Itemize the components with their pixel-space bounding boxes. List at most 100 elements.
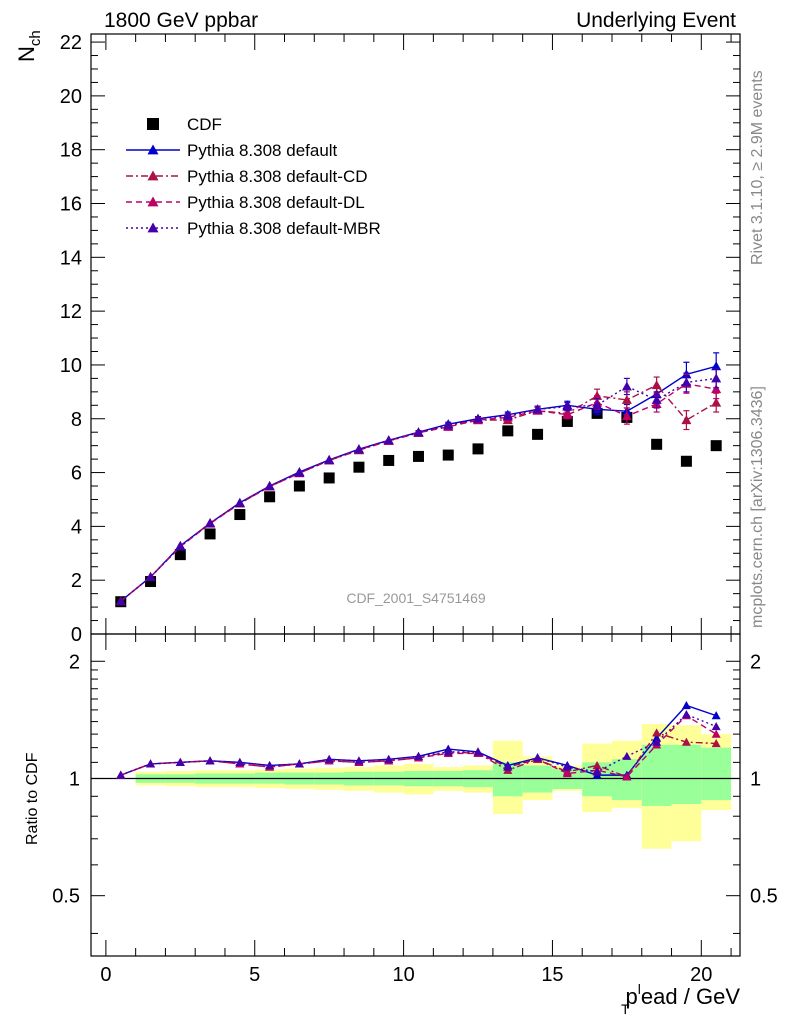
x-tick-label: 5: [249, 964, 260, 986]
x-tick-label: 20: [690, 964, 712, 986]
ratio-marker: [622, 751, 632, 760]
y-tick-label: 14: [60, 247, 82, 269]
y-tick-label: 16: [60, 194, 82, 216]
legend-item: CDF: [147, 115, 222, 134]
y-tick-label: 10: [60, 355, 82, 377]
uncertainty-band-inner: [671, 744, 702, 804]
series-4: [115, 368, 722, 606]
series-marker: [264, 481, 275, 491]
series-marker: [443, 420, 454, 430]
series-marker: [651, 380, 662, 390]
legend-marker: [147, 196, 159, 207]
uncertainty-band-inner: [641, 744, 672, 806]
series-marker: [562, 409, 573, 419]
legend-item: Pythia 8.308 default: [126, 141, 338, 160]
cdf-point: [204, 528, 216, 540]
series-marker: [473, 413, 484, 423]
cdf-point: [710, 440, 722, 452]
ratio-marker: [711, 729, 721, 738]
series-marker: [175, 541, 186, 551]
uncertainty-band-inner: [701, 747, 732, 801]
series-marker: [324, 454, 335, 464]
ratio-y-axis-label: Ratio to CDF: [24, 752, 41, 845]
cdf-point: [174, 549, 186, 561]
header-right-label: Underlying Event: [576, 9, 736, 32]
cdf-point: [353, 461, 365, 473]
y-tick-label: 22: [60, 32, 82, 54]
ratio-marker: [562, 762, 572, 771]
series-marker: [562, 401, 573, 411]
series-marker: [592, 400, 603, 410]
legend-item: Pythia 8.308 default-DL: [126, 193, 365, 212]
series-marker: [294, 467, 305, 477]
cdf-point: [145, 576, 157, 588]
y-tick-label: 0: [71, 624, 82, 646]
x-axis-label: plead / GeV: [626, 981, 741, 1009]
legend-label: Pythia 8.308 default-MBR: [187, 219, 381, 238]
series-marker: [621, 394, 632, 404]
series-0: [115, 407, 722, 608]
series-marker: [115, 596, 126, 606]
header-left-label: 1800 GeV ppbar: [104, 9, 258, 32]
ratio-y-tick-label: 2: [69, 651, 80, 673]
legend-marker: [147, 222, 159, 233]
series-line: [120, 377, 717, 602]
legend-label: Pythia 8.308 default-CD: [187, 167, 368, 186]
ratio-marker: [175, 757, 185, 766]
y-tick-label: 20: [60, 86, 82, 108]
ratio-marker: [652, 728, 662, 737]
y-tick-label: 2: [71, 570, 82, 592]
cdf-point: [234, 509, 246, 521]
x-tick-label: 15: [541, 964, 563, 986]
legend-marker: [147, 118, 159, 130]
ratio-panel: 0.5 0.51 12 20 5 10 15 20 Ratio to CDF plead / …: [24, 633, 778, 1017]
ratio-marker: [592, 767, 602, 776]
legend-label: CDF: [187, 115, 222, 134]
ratio-marker: [265, 760, 275, 770]
y-tick-label: 8: [71, 409, 82, 431]
ratio-marker: [443, 747, 453, 756]
cdf-point: [651, 438, 663, 450]
ratio-marker: [711, 721, 721, 731]
ratio-series-3: [116, 709, 721, 779]
series-marker: [711, 361, 722, 371]
ratio-marker: [235, 757, 245, 766]
cdf-point: [323, 472, 335, 484]
ratio-marker: [324, 754, 334, 763]
series-marker: [353, 444, 364, 454]
x-tick-label: 10: [392, 964, 414, 986]
legend-item: Pythia 8.308 default-CD: [126, 167, 368, 186]
legend-marker: [147, 170, 159, 181]
x-tick-label: 0: [100, 964, 111, 986]
series-marker: [145, 571, 156, 581]
series-marker: [532, 404, 543, 414]
series-marker: [681, 377, 692, 387]
series-2: [115, 376, 722, 606]
series-marker: [413, 427, 424, 437]
cdf-point: [532, 428, 544, 440]
cdf-point: [264, 491, 276, 503]
series-marker: [205, 518, 216, 528]
ratio-marker: [205, 756, 215, 765]
ratio-marker: [681, 709, 691, 719]
cdf-point: [442, 449, 454, 461]
mcplots-label: mcplots.cern.ch [arXiv:1306.3436]: [749, 386, 766, 628]
ratio-marker: [473, 747, 483, 756]
x-axis-sub: T: [621, 1001, 630, 1017]
ratio-marker: [294, 759, 304, 768]
legend-label: Pythia 8.308 default-DL: [187, 193, 365, 212]
ratio-marker: [384, 754, 394, 763]
ratio-marker: [681, 737, 691, 746]
main-watermark: CDF_2001_S4751469: [346, 590, 486, 606]
series-marker: [681, 415, 692, 425]
series-marker: [383, 435, 394, 445]
series-marker: [502, 411, 513, 421]
legend-item: Pythia 8.308 default-MBR: [126, 219, 381, 238]
ratio-y-tick-label-right: 0.5: [750, 886, 778, 908]
ratio-plot-frame: [90, 633, 741, 957]
series-marker: [651, 394, 662, 404]
ratio-y-tick-label: 0.5: [52, 886, 80, 908]
y-tick-label: 18: [60, 140, 82, 162]
ratio-marker: [562, 768, 572, 778]
legend-label: Pythia 8.308 default: [187, 141, 338, 160]
